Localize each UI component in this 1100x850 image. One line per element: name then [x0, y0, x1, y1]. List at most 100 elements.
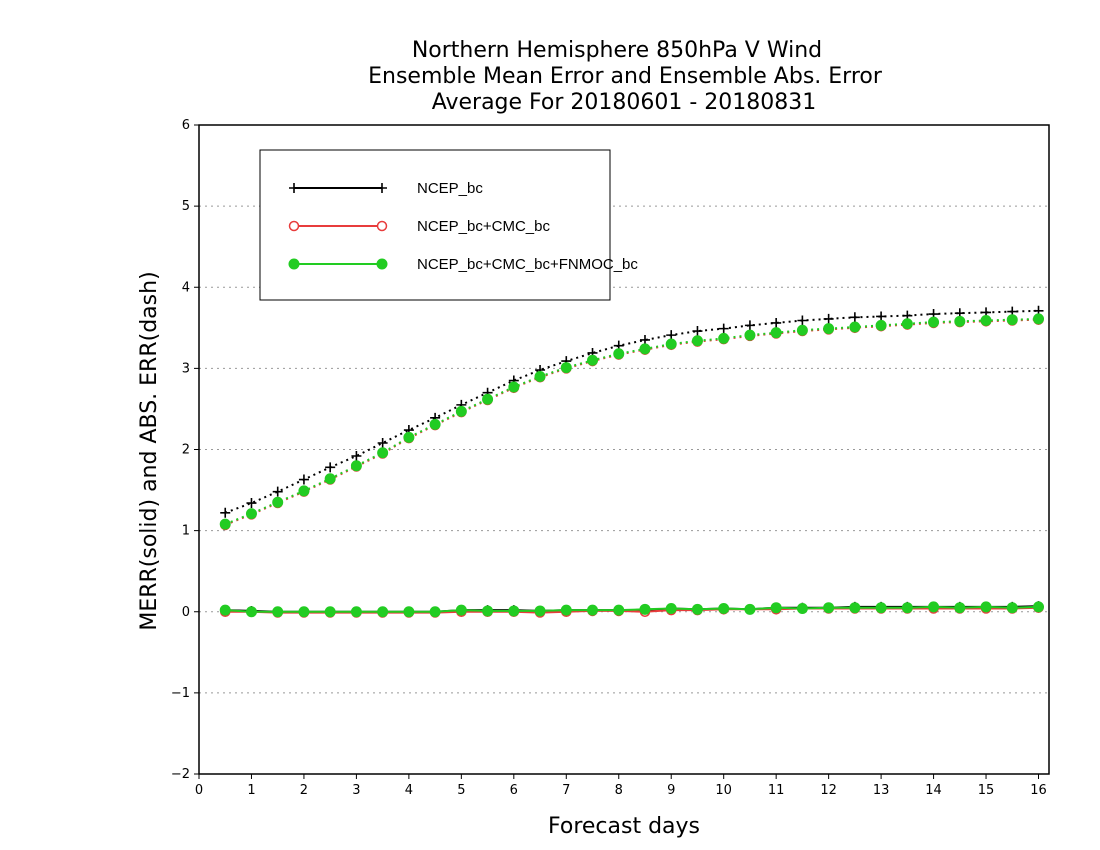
series-1-abs-err-point [666, 330, 677, 341]
series-1-abs-err-point [351, 450, 362, 461]
series-3-abs-err-point [796, 324, 808, 336]
x-tick-label: 13 [873, 783, 890, 798]
series-3-abs-err-point [613, 348, 625, 360]
series-3-abs-err-point [272, 496, 284, 508]
series-3-merr-point [954, 602, 966, 614]
series-3-merr-point [718, 603, 730, 615]
series-1-abs-err-point [744, 320, 755, 331]
series-3-merr-point [429, 606, 441, 618]
series-3-abs-err-point [1033, 313, 1045, 325]
series-1-abs-err-point [246, 498, 257, 509]
series-3-merr-point [928, 601, 940, 613]
legend: NCEP_bc NCEP_bc+CMC_bc NCEP_bc+CMC_bc+FNMO… [259, 149, 638, 301]
series-3-merr-point [849, 602, 861, 614]
series-3-merr-point [901, 602, 913, 614]
x-tick-label: 2 [300, 783, 308, 798]
series-1-abs-err-point [325, 462, 336, 473]
chart-title-line-3: Average For 20180601 - 20180831 [432, 90, 817, 115]
x-tick-label: 8 [615, 783, 623, 798]
series-3-merr-point [324, 606, 336, 618]
x-tick-label: 9 [667, 783, 675, 798]
y-tick-label: 1 [182, 524, 190, 539]
legend-items: NCEP_bc NCEP_bc+CMC_bc NCEP_bc+CMC_bc+FNMO… [288, 180, 638, 273]
series-3-abs-err-point [1006, 314, 1018, 326]
x-tick-label: 14 [925, 783, 942, 798]
series-3-abs-err-point [639, 343, 651, 355]
y-tick-label: 4 [182, 280, 190, 295]
legend-item-3: NCEP_bc+CMC_bc+FNMOC_bc [288, 256, 638, 273]
series-3-abs-err-point [508, 381, 520, 393]
series-3-abs-err-point [901, 318, 913, 330]
series-3-abs-err-point [587, 354, 599, 366]
x-axis-label: Forecast days [548, 814, 700, 839]
series-3-abs-err-point [298, 485, 310, 497]
x-tick-label: 3 [352, 783, 360, 798]
x-tick-label: 15 [978, 783, 995, 798]
series-3-abs-err-point [823, 323, 835, 335]
series-3-merr-point [245, 606, 257, 618]
y-tick-label: 5 [182, 199, 190, 214]
series-3-abs-err-point [849, 321, 861, 333]
x-tick-label: 4 [405, 783, 413, 798]
series-3-abs-err-point [954, 315, 966, 327]
series-3-abs-err-point [324, 473, 336, 485]
series-3-merr-point [980, 601, 992, 613]
series-3-merr-point [665, 603, 677, 615]
series-3-merr-point [534, 605, 546, 617]
series-3-merr-point [770, 602, 782, 614]
series-1-abs-err-point [876, 311, 887, 322]
chart-title-line-2: Ensemble Mean Error and Ensemble Abs. Er… [368, 64, 883, 89]
series-3-abs-err-point [875, 319, 887, 331]
series-1-abs-err-point [220, 507, 231, 518]
series-3-abs-err-point [691, 335, 703, 347]
x-tick-label: 5 [457, 783, 465, 798]
series-3-abs-err-point [718, 332, 730, 344]
series-3-abs-err-point [665, 338, 677, 350]
series-3-abs-err-point [744, 329, 756, 341]
x-tick-label: 16 [1030, 783, 1047, 798]
plot-frame [198, 124, 1050, 775]
series-3-abs-err-point [980, 315, 992, 327]
series-3-abs-err-point [560, 362, 572, 374]
chart-title-line-1: Northern Hemisphere 850hPa V Wind [412, 38, 822, 63]
series-3 [219, 313, 1045, 618]
series-1-abs-err-line [224, 309, 1039, 514]
series-3-abs-err-point [377, 447, 389, 459]
series-1-abs-err-point [797, 315, 808, 326]
y-tick-label: 0 [182, 605, 190, 620]
series-3-abs-err-point [534, 370, 546, 382]
series-1-abs-err-point [298, 474, 309, 485]
series-3-abs-err-line [224, 317, 1039, 526]
series-3-abs-err-point [219, 518, 231, 530]
x-tick-label: 0 [195, 783, 203, 798]
series-3-abs-err-point [482, 393, 494, 405]
x-tick-label: 12 [820, 783, 837, 798]
x-tick-label: 7 [562, 783, 570, 798]
series-3-merr-point [1006, 602, 1018, 614]
y-tick-label: 2 [182, 443, 190, 458]
series-3-merr-point [482, 605, 494, 617]
y-tick-label: 6 [182, 118, 190, 133]
series-1-abs-err-point [692, 326, 703, 337]
axis-ticks [194, 124, 1040, 779]
y-axis-label: MERR(solid) and ABS. ERR(dash) [137, 271, 162, 630]
series-3-merr-point [1033, 601, 1045, 613]
series-1-abs-err-point [718, 323, 729, 334]
legend-marker [288, 258, 300, 270]
series-1-abs-err-point [849, 312, 860, 323]
series-3-merr-point [377, 606, 389, 618]
series-3-merr-point [613, 604, 625, 616]
series-3-abs-err-point [245, 508, 257, 520]
series-3-abs-err-point [403, 431, 415, 443]
series-3-abs-err-point [455, 405, 467, 417]
series-1-abs-err-point [639, 334, 650, 345]
series-3-merr-point [560, 604, 572, 616]
series-3-merr-point [744, 603, 756, 615]
series-3-merr-point [455, 604, 467, 616]
series-3-merr-point [875, 602, 887, 614]
series-1-abs-err-point [771, 317, 782, 328]
series-3-merr-point [350, 606, 362, 618]
series-3-merr-point [219, 604, 231, 616]
